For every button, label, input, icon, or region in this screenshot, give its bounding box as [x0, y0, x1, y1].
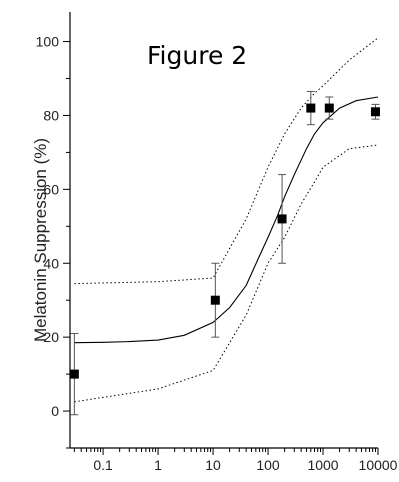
- chart-title: Figure 2: [147, 41, 247, 70]
- data-points: [69, 90, 380, 416]
- data-point: [370, 107, 380, 117]
- confidence-upper-curve: [74, 37, 379, 285]
- y-tick-label: 0: [51, 403, 59, 419]
- y-tick-label: 60: [43, 181, 59, 197]
- x-tick-label: 1: [154, 457, 162, 473]
- y-tick-label: 40: [43, 255, 59, 271]
- data-point: [306, 103, 316, 113]
- data-point: [69, 369, 79, 379]
- axes: 0 20 40 60 80 100 0.1 1 10 100 1000 10000: [36, 12, 398, 473]
- y-tick-label: 100: [36, 34, 60, 50]
- x-tick-label: 10000: [359, 457, 398, 473]
- y-tick-label: 20: [43, 329, 59, 345]
- x-tick-label: 0.1: [93, 457, 113, 473]
- data-point: [324, 103, 334, 113]
- x-tick-label: 1000: [307, 457, 338, 473]
- x-tick-label: 100: [256, 457, 280, 473]
- data-point: [210, 295, 220, 305]
- fit-lines: [74, 37, 379, 403]
- y-axis-label: Melatonin Suppression (%): [31, 138, 50, 342]
- x-tick-label: 10: [205, 457, 221, 473]
- data-point: [277, 214, 287, 224]
- y-tick-label: 80: [43, 107, 59, 123]
- confidence-lower-curve: [74, 144, 379, 403]
- fit-curve: [74, 96, 379, 344]
